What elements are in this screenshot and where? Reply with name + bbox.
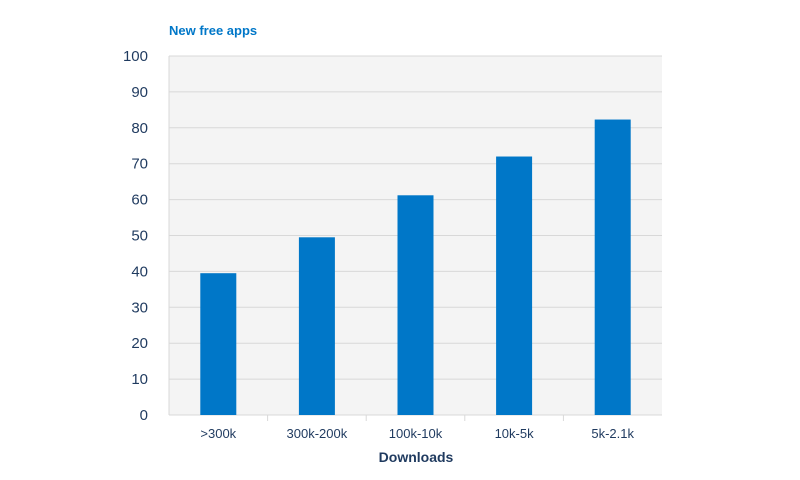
bar bbox=[397, 195, 434, 415]
y-tick-label: 100 bbox=[123, 48, 148, 65]
bar bbox=[298, 237, 335, 415]
y-tick-label: 10 bbox=[131, 371, 148, 388]
x-tick-label: 300k-200k bbox=[287, 426, 348, 441]
y-tick-label: 80 bbox=[131, 120, 148, 137]
bar bbox=[594, 119, 631, 415]
y-tick-label: 20 bbox=[131, 335, 148, 352]
bar bbox=[496, 156, 533, 415]
x-tick-label: >300k bbox=[200, 426, 236, 441]
y-tick-label: 40 bbox=[131, 263, 148, 280]
chart-title: New free apps bbox=[169, 23, 257, 38]
x-axis-label: Downloads bbox=[379, 449, 454, 465]
y-tick-label: 50 bbox=[131, 228, 148, 245]
x-tick-label: 10k-5k bbox=[495, 426, 535, 441]
bar bbox=[200, 273, 237, 415]
y-tick-label: 90 bbox=[131, 84, 148, 101]
y-tick-label: 60 bbox=[131, 192, 148, 209]
y-tick-label: 0 bbox=[140, 407, 148, 424]
y-tick-label: 70 bbox=[131, 156, 148, 173]
x-tick-label: 5k-2.1k bbox=[591, 426, 634, 441]
x-tick-label: 100k-10k bbox=[389, 426, 443, 441]
y-tick-label: 30 bbox=[131, 299, 148, 316]
